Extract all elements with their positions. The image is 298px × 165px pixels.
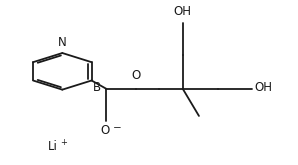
Text: OH: OH [174, 5, 192, 18]
Text: Li: Li [48, 140, 58, 153]
Text: OH: OH [255, 81, 273, 94]
Text: O: O [100, 124, 110, 137]
Text: O: O [131, 69, 140, 82]
Text: +: + [60, 138, 67, 147]
Text: B: B [93, 81, 101, 94]
Text: −: − [113, 123, 122, 133]
Text: N: N [58, 36, 67, 49]
